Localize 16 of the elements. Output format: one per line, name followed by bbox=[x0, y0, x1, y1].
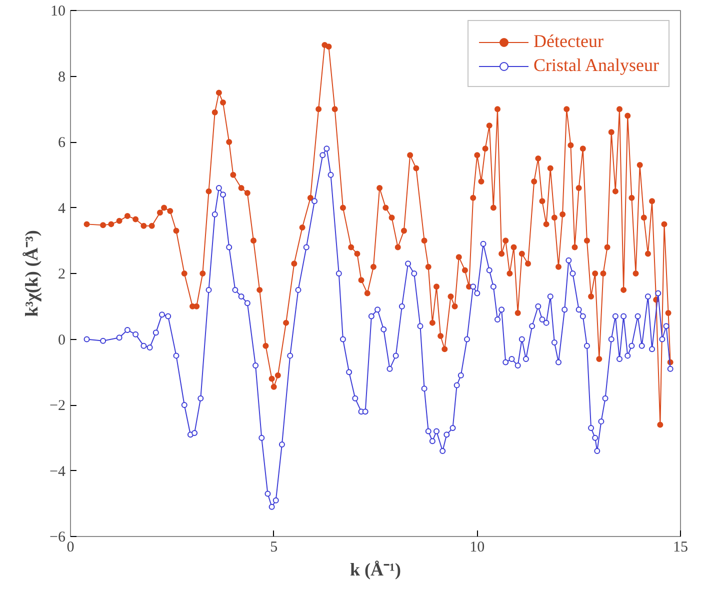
y-tick-label: 0 bbox=[58, 332, 66, 348]
x-tick-label: 10 bbox=[470, 540, 485, 556]
x-tick-label: 5 bbox=[270, 540, 278, 556]
y-tick-label: 10 bbox=[50, 4, 66, 20]
y-axis-title: k³χ(k) (Å⁻³) bbox=[22, 230, 42, 317]
y-tick-label: −6 bbox=[50, 530, 66, 546]
y-tick-label: −4 bbox=[50, 464, 66, 480]
x-axis-title: k (Å⁻¹) bbox=[350, 560, 401, 580]
y-tick-label: 6 bbox=[58, 135, 66, 151]
y-tick-label: 4 bbox=[58, 200, 66, 217]
y-tick-label: 2 bbox=[58, 266, 66, 282]
legend-label: Détecteur bbox=[534, 31, 604, 52]
y-tick-label: −2 bbox=[50, 398, 66, 414]
y-tick-label: 8 bbox=[58, 69, 66, 86]
x-tick-label: 15 bbox=[673, 540, 688, 556]
legend-label: Cristal Analyseur bbox=[534, 55, 659, 76]
